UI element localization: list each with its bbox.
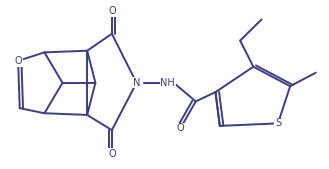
Text: NH: NH: [161, 78, 175, 88]
Text: N: N: [133, 78, 140, 88]
Text: O: O: [176, 123, 184, 134]
Text: S: S: [275, 118, 281, 128]
Text: O: O: [14, 56, 22, 66]
Text: O: O: [108, 149, 116, 159]
Text: O: O: [108, 6, 116, 16]
